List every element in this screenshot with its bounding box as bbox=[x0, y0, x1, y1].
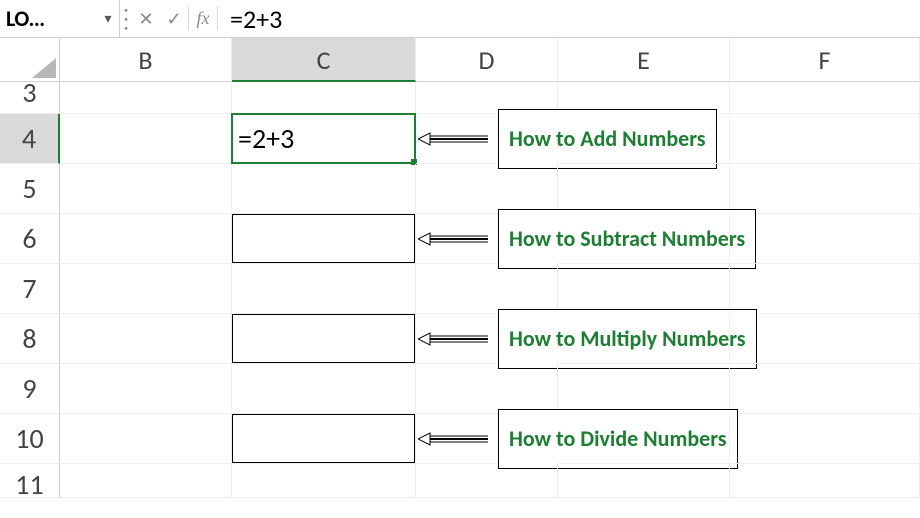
cell-c4[interactable]: =2+3 bbox=[232, 114, 416, 164]
cell-e6[interactable] bbox=[558, 214, 730, 264]
name-box-wrap[interactable]: LO... ▾ bbox=[0, 0, 120, 37]
cell-c4-value: =2+3 bbox=[238, 121, 294, 156]
formula-bar: LO... ▾ ●●● ✕ ✓ fx =2+3 bbox=[0, 0, 920, 38]
cell-d6[interactable]: How to Subtract Numbers bbox=[416, 214, 558, 264]
formula-area: ●●● ✕ ✓ fx =2+3 bbox=[120, 0, 920, 37]
cell-f7[interactable] bbox=[730, 264, 920, 314]
arrow-left-icon bbox=[418, 431, 488, 447]
cell-d9[interactable] bbox=[416, 364, 558, 414]
arrow-left-icon bbox=[418, 331, 488, 347]
cell-d11[interactable] bbox=[416, 464, 558, 498]
cell-f10[interactable] bbox=[730, 414, 920, 464]
cell-c5[interactable] bbox=[232, 164, 416, 214]
insert-function-button[interactable]: fx bbox=[189, 8, 217, 29]
cell-b7[interactable] bbox=[60, 264, 232, 314]
row-header-4[interactable]: 4 bbox=[0, 114, 60, 164]
cell-d8[interactable]: How to Multiply Numbers bbox=[416, 314, 558, 364]
row-header-7[interactable]: 7 bbox=[0, 264, 60, 314]
cell-e9[interactable] bbox=[558, 364, 730, 414]
cell-d4[interactable]: How to Add Numbers bbox=[416, 114, 558, 164]
row-5: 5 bbox=[0, 164, 920, 214]
column-header-e[interactable]: E bbox=[558, 38, 730, 82]
row-header-8[interactable]: 8 bbox=[0, 314, 60, 364]
row-header-5[interactable]: 5 bbox=[0, 164, 60, 214]
cell-e4[interactable] bbox=[558, 114, 730, 164]
cell-f3[interactable] bbox=[730, 82, 920, 114]
row-6: 6 How to Subtract Numbers bbox=[0, 214, 920, 264]
cell-c8[interactable] bbox=[232, 314, 416, 364]
row-4: 4 =2+3 How to Add Numbers bbox=[0, 114, 920, 164]
select-all-corner[interactable] bbox=[0, 38, 60, 82]
cell-e8[interactable] bbox=[558, 314, 730, 364]
cell-c7[interactable] bbox=[232, 264, 416, 314]
cell-b9[interactable] bbox=[60, 364, 232, 414]
row-header-6[interactable]: 6 bbox=[0, 214, 60, 264]
cell-e3[interactable] bbox=[558, 82, 730, 114]
cell-c9[interactable] bbox=[232, 364, 416, 414]
cell-b6[interactable] bbox=[60, 214, 232, 264]
cell-f4[interactable] bbox=[730, 114, 920, 164]
cell-b8[interactable] bbox=[60, 314, 232, 364]
column-header-d[interactable]: D bbox=[416, 38, 558, 82]
formula-input[interactable]: =2+3 bbox=[218, 3, 920, 35]
cell-f11[interactable] bbox=[730, 464, 920, 498]
row-header-3[interactable]: 3 bbox=[0, 82, 60, 114]
row-10: 10 How to Divide Numbers bbox=[0, 414, 920, 464]
cell-d7[interactable] bbox=[416, 264, 558, 314]
cell-d5[interactable] bbox=[416, 164, 558, 214]
row-7: 7 bbox=[0, 264, 920, 314]
cancel-formula-button[interactable]: ✕ bbox=[132, 8, 160, 30]
row-header-9[interactable]: 9 bbox=[0, 364, 60, 414]
row-8: 8 How to Multiply Numbers bbox=[0, 314, 920, 364]
name-box-dropdown-icon[interactable]: ▾ bbox=[97, 10, 119, 27]
cell-b4[interactable] bbox=[60, 114, 232, 164]
worksheet-grid: B C D E F 3 4 =2+3 bbox=[0, 38, 920, 498]
cell-f5[interactable] bbox=[730, 164, 920, 214]
cell-b10[interactable] bbox=[60, 414, 232, 464]
name-box: LO... bbox=[6, 5, 97, 32]
cell-e7[interactable] bbox=[558, 264, 730, 314]
cell-e10[interactable] bbox=[558, 414, 730, 464]
cell-d3[interactable] bbox=[416, 82, 558, 114]
cell-c10[interactable] bbox=[232, 414, 416, 464]
arrow-left-icon bbox=[418, 231, 488, 247]
row-3: 3 bbox=[0, 82, 920, 114]
row-header-11[interactable]: 11 bbox=[0, 464, 60, 498]
formula-bar-resize-handle[interactable]: ●●● bbox=[120, 7, 132, 31]
row-header-10[interactable]: 10 bbox=[0, 414, 60, 464]
cell-f9[interactable] bbox=[730, 364, 920, 414]
column-header-row: B C D E F bbox=[0, 38, 920, 82]
column-header-c[interactable]: C bbox=[232, 38, 416, 82]
column-header-b[interactable]: B bbox=[60, 38, 232, 82]
cell-b5[interactable] bbox=[60, 164, 232, 214]
cell-e11[interactable] bbox=[558, 464, 730, 498]
row-9: 9 bbox=[0, 364, 920, 414]
cell-e5[interactable] bbox=[558, 164, 730, 214]
cell-c6[interactable] bbox=[232, 214, 416, 264]
cell-b3[interactable] bbox=[60, 82, 232, 114]
row-11: 11 bbox=[0, 464, 920, 498]
cell-b11[interactable] bbox=[60, 464, 232, 498]
cell-c11[interactable] bbox=[232, 464, 416, 498]
cell-f8[interactable] bbox=[730, 314, 920, 364]
arrow-left-icon bbox=[418, 131, 488, 147]
cell-f6[interactable] bbox=[730, 214, 920, 264]
cell-d10[interactable]: How to Divide Numbers bbox=[416, 414, 558, 464]
enter-formula-button[interactable]: ✓ bbox=[160, 8, 188, 30]
cell-c3[interactable] bbox=[232, 82, 416, 114]
column-header-f[interactable]: F bbox=[730, 38, 920, 82]
